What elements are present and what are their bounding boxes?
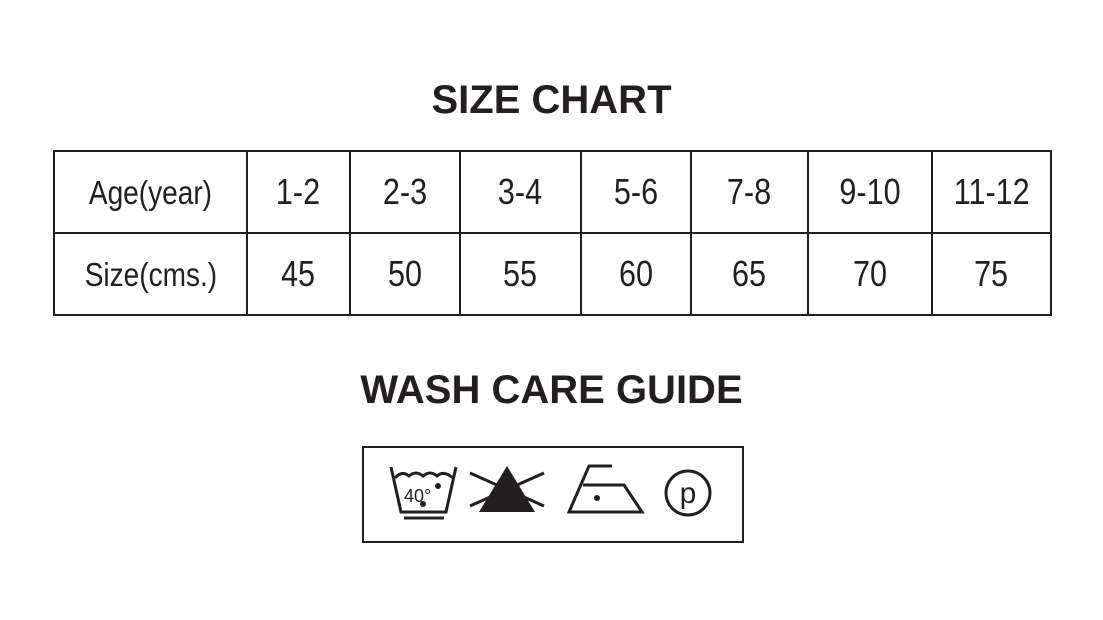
- svg-text:p: p: [680, 477, 697, 510]
- table-cell: 2-3: [349, 150, 461, 234]
- table-row-age: Age(year) 1-2 2-3 3-4 5-6 7-8 9-10 11-12: [53, 150, 1052, 234]
- table-cell: 9-10: [807, 150, 933, 234]
- table-cell: 3-4: [459, 150, 582, 234]
- table-cell: 11-12: [931, 150, 1052, 234]
- wash-40-gentle-icon: 40°: [389, 466, 458, 520]
- row-header: Age(year): [53, 150, 248, 234]
- table-cell: 60: [580, 232, 692, 316]
- table-cell: 5-6: [580, 150, 692, 234]
- wash-care-box: 40° p: [362, 446, 744, 543]
- size-chart-title: SIZE CHART: [431, 78, 672, 122]
- table-cell: 50: [349, 232, 461, 316]
- table-row-size: Size(cms.) 45 50 55 60 65 70 75: [53, 232, 1052, 316]
- table-cell: 75: [931, 232, 1052, 316]
- table-cell: 55: [459, 232, 582, 316]
- do-not-bleach-icon: [469, 466, 545, 512]
- iron-low-heat-icon: [566, 464, 645, 514]
- size-chart-table: Age(year) 1-2 2-3 3-4 5-6 7-8 9-10 11-12…: [53, 150, 1052, 316]
- table-cell: 65: [690, 232, 809, 316]
- table-cell: 1-2: [246, 150, 351, 234]
- wash-care-title: WASH CARE GUIDE: [360, 368, 743, 412]
- table-cell: 45: [246, 232, 351, 316]
- professional-dry-clean-p-icon: p: [664, 469, 712, 517]
- table-cell: 70: [807, 232, 933, 316]
- table-cell: 7-8: [690, 150, 809, 234]
- row-header: Size(cms.): [53, 232, 248, 316]
- svg-text:40°: 40°: [404, 486, 431, 506]
